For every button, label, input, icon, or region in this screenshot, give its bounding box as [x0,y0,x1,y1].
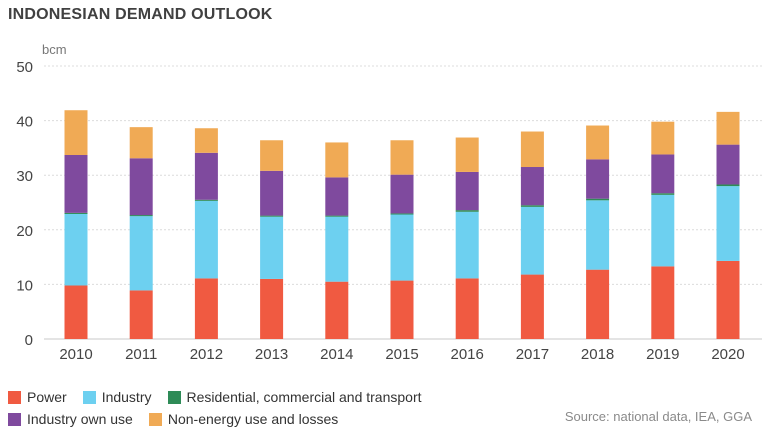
x-tick-label: 2016 [451,346,484,363]
legend-swatch-industry [82,390,96,404]
legend-label-residential: Residential, commercial and transport [186,389,422,405]
bar-segment [194,199,218,201]
bar-segment [586,269,610,339]
bar-segment [520,205,544,207]
bar-segment [64,212,88,214]
bar-segment [455,171,479,211]
x-tick-label: 2010 [59,346,92,363]
legend-swatch-non-energy [148,412,162,426]
bar-segment [390,174,414,214]
x-tick-label: 2013 [255,346,288,363]
legend-item-industry: Industry [82,389,152,405]
legend-swatch-residential [167,390,181,404]
y-axis-label: bcm [42,42,67,57]
x-tick-label: 2019 [646,346,679,363]
source-note: Source: national data, IEA, GGA [564,409,752,424]
bar-segment [390,280,414,339]
bar-segment [586,159,610,199]
legend-label-non-energy: Non-energy use and losses [167,411,339,427]
legend-item-industry-own-use: Industry own use [8,411,133,427]
legend-item-residential: Residential, commercial and transport [167,389,422,405]
bar-segment [651,121,675,155]
legend-item-power: Power [8,389,67,405]
bar-segment [716,111,740,145]
bar-segment [586,125,610,160]
legend-swatch-power [8,390,21,404]
legend-label-industry: Industry [101,389,152,405]
bar-segment [651,154,675,194]
bar-segment [716,184,740,187]
bar-segment [260,170,284,216]
legend-label-power: Power [27,389,67,405]
bar-segment [586,200,610,270]
bar-segment [260,216,284,279]
bar-segment [325,281,349,339]
x-tick-label: 2018 [581,346,614,363]
bar-segment [64,154,88,213]
bar-segment [64,213,88,286]
x-tick-label: 2014 [320,346,353,363]
bar-segment [651,194,675,267]
bar-segment [520,274,544,339]
bar-segment [390,213,414,215]
bar-segment [390,140,414,175]
bar-segment [260,278,284,339]
chart-title: INDONESIAN DEMAND OUTLOOK [8,6,273,23]
x-tick-label: 2011 [125,346,157,363]
x-tick-label: 2015 [385,346,418,363]
legend-item-non-energy: Non-energy use and losses [148,411,339,427]
bar-segment [325,215,349,217]
bar-segment [716,260,740,339]
y-tick-label: 50 [16,59,33,76]
bar-segment [520,131,544,168]
bar-segment [520,167,544,206]
bar-segment [455,210,479,212]
bar-segment [194,278,218,339]
bar-segment [194,128,218,153]
legend-swatch-industry-own-use [8,412,21,426]
bar-segment [520,206,544,275]
x-tick-label: 2012 [190,346,223,363]
bar-segment [651,266,675,339]
x-tick-label: 2020 [711,346,744,363]
bar-segment [194,200,218,279]
bar-segment [716,144,740,185]
bar-segment [129,215,153,217]
bar-segment [64,285,88,339]
bar-segment [129,290,153,339]
legend-row: Industry own use Non-energy use and loss… [8,408,488,430]
bar-segment [64,110,88,155]
legend-label-industry-own-use: Industry own use [27,411,133,427]
bar-segment [651,193,675,195]
bar-segment [194,152,218,200]
y-tick-label: 30 [16,168,33,185]
legend: Power Industry Residential, commercial a… [8,386,488,430]
bar-segment [260,215,284,217]
x-tick-label: 2017 [516,346,549,363]
bar-segment [455,137,479,172]
bar-segment [325,177,349,216]
y-tick-label: 10 [16,277,33,294]
y-tick-label: 40 [16,114,33,131]
bar-segment [129,216,153,291]
legend-row: Power Industry Residential, commercial a… [8,386,488,408]
bar-segment [325,216,349,282]
bar-segment [455,211,479,279]
bar-segment [455,278,479,339]
bar-segment [129,127,153,159]
bar-segment [325,142,349,178]
bar-segment [716,186,740,261]
bar-segment [129,158,153,216]
bar-segment [586,198,610,201]
bar-segment [260,140,284,171]
bar-segment [390,214,414,281]
y-tick-label: 20 [16,223,33,240]
y-tick-label: 0 [25,332,33,349]
